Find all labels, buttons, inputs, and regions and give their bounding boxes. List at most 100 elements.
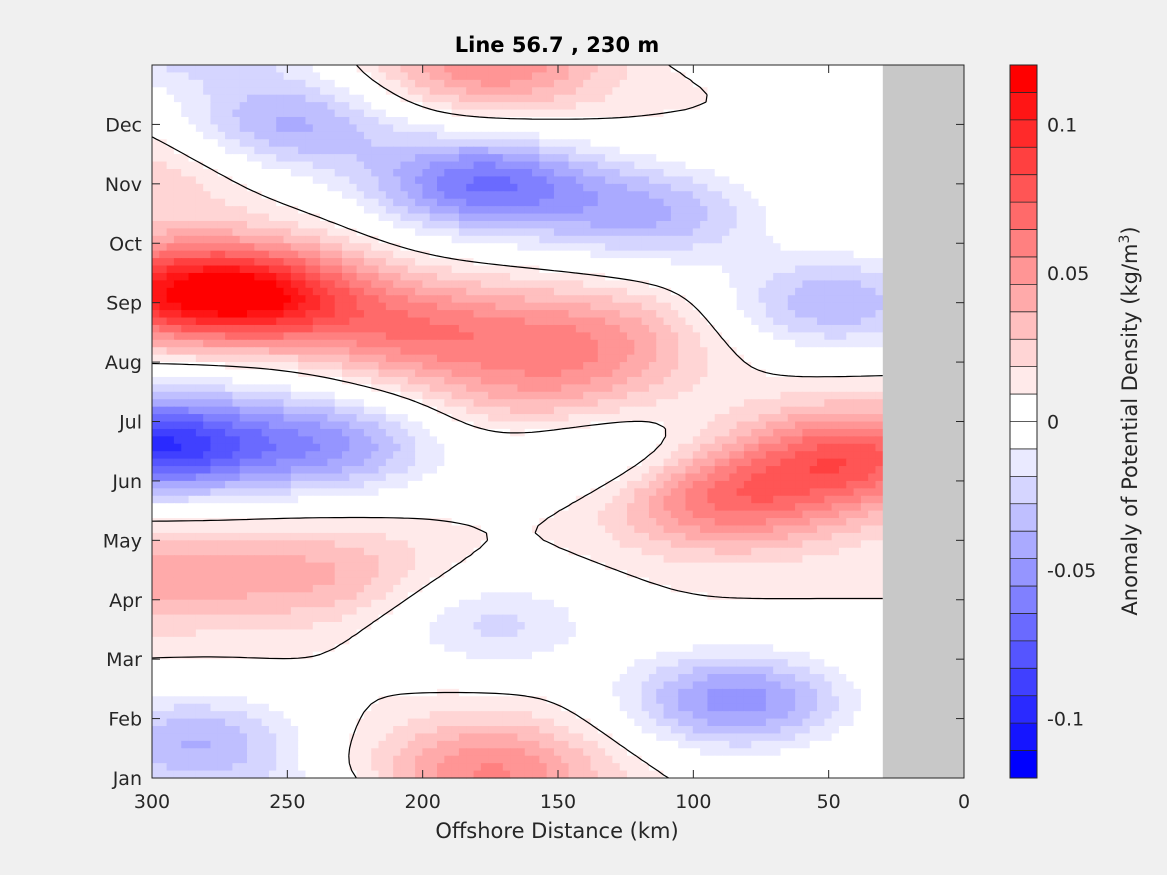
heatmap-cell: [700, 324, 709, 333]
heatmap-cell: [400, 146, 409, 155]
heatmap-cell: [773, 183, 782, 192]
heatmap-cell: [802, 376, 811, 385]
heatmap-cell: [627, 310, 635, 319]
heatmap-cell: [298, 206, 307, 215]
heatmap-cell: [692, 228, 701, 237]
heatmap-cell: [619, 131, 628, 140]
heatmap-cell: [283, 414, 292, 423]
heatmap-cell: [722, 376, 730, 385]
heatmap-cell: [159, 376, 168, 385]
heatmap-cell: [678, 206, 687, 215]
heatmap-cell: [283, 362, 292, 371]
heatmap-cell: [166, 198, 175, 207]
heatmap-cell: [802, 250, 811, 259]
heatmap-cell: [393, 146, 402, 155]
heatmap-cell: [305, 65, 314, 74]
heatmap-cell: [356, 421, 365, 430]
heatmap-cell: [203, 317, 212, 326]
heatmap-cell: [480, 310, 489, 319]
heatmap-cell: [868, 258, 877, 267]
heatmap-cell: [298, 124, 307, 133]
heatmap-cell: [590, 198, 599, 207]
heatmap-cell: [539, 109, 548, 118]
heatmap-cell: [305, 339, 314, 348]
heatmap-cell: [495, 139, 504, 148]
heatmap-cell: [627, 72, 635, 81]
heatmap-cell: [627, 354, 635, 363]
heatmap-cell: [875, 87, 884, 96]
heatmap-cell: [276, 399, 285, 408]
heatmap-cell: [276, 109, 285, 118]
heatmap-cell: [312, 272, 321, 281]
heatmap-cell: [181, 406, 190, 415]
heatmap-cell: [480, 228, 489, 237]
heatmap-cell: [393, 280, 402, 289]
heatmap-cell: [195, 347, 204, 356]
heatmap-cell: [422, 65, 431, 74]
heatmap-cell: [685, 317, 694, 326]
heatmap-cell: [605, 287, 614, 296]
heatmap-cell: [575, 250, 584, 259]
heatmap-cell: [678, 131, 687, 140]
heatmap-cell: [824, 362, 833, 371]
heatmap-cell: [678, 421, 687, 430]
heatmap-cell: [524, 139, 533, 148]
heatmap-cell: [700, 206, 709, 215]
heatmap-cell: [363, 287, 372, 296]
heatmap-cell: [429, 332, 438, 341]
heatmap-cell: [305, 280, 314, 289]
heatmap-cell: [276, 347, 285, 356]
heatmap-cell: [831, 213, 840, 222]
heatmap-cell: [268, 317, 277, 326]
heatmap-cell: [393, 406, 402, 415]
heatmap-cell: [349, 213, 358, 222]
heatmap-cell: [875, 220, 884, 229]
heatmap-cell: [758, 116, 767, 126]
heatmap-cell: [437, 265, 445, 274]
heatmap-cell: [597, 243, 606, 252]
heatmap-cell: [714, 102, 723, 111]
heatmap-cell: [802, 139, 811, 148]
heatmap-cell: [583, 406, 592, 415]
heatmap-cell: [444, 191, 453, 200]
heatmap-cell: [539, 116, 548, 126]
heatmap-cell: [283, 161, 292, 170]
heatmap-cell: [758, 72, 767, 81]
heatmap-cell: [393, 198, 402, 207]
heatmap-cell: [656, 79, 665, 88]
heatmap-cell: [685, 146, 694, 155]
heatmap-cell: [495, 428, 504, 437]
heatmap-cell: [743, 339, 752, 348]
heatmap-cell: [268, 161, 277, 170]
heatmap-cell: [612, 258, 621, 267]
heatmap-cell: [203, 347, 212, 356]
heatmap-cell: [656, 235, 665, 244]
heatmap-cell: [787, 213, 796, 222]
heatmap-cell: [656, 198, 665, 207]
heatmap-cell: [429, 102, 438, 111]
heatmap-cell: [217, 324, 226, 333]
heatmap-cell: [188, 339, 197, 348]
heatmap-cell: [817, 198, 825, 207]
heatmap-cell: [152, 168, 160, 178]
heatmap-cell: [605, 109, 614, 118]
heatmap-cell: [254, 347, 263, 356]
heatmap-cell: [743, 332, 752, 341]
heatmap-cell: [400, 324, 409, 333]
heatmap-cell: [466, 161, 475, 170]
heatmap-cell: [722, 399, 730, 408]
heatmap-cell: [743, 154, 752, 163]
heatmap-cell: [473, 79, 482, 88]
heatmap-cell: [334, 391, 343, 400]
heatmap-cell: [612, 354, 621, 363]
heatmap-cell: [210, 295, 219, 304]
heatmap-cell: [261, 228, 270, 237]
heatmap-cell: [860, 228, 869, 237]
heatmap-cell: [239, 324, 248, 333]
heatmap-cell: [619, 87, 628, 96]
heatmap-cell: [634, 280, 643, 289]
heatmap-cell: [846, 198, 855, 207]
heatmap-cell: [787, 109, 796, 118]
heatmap-cell: [385, 332, 394, 341]
heatmap-cell: [648, 146, 657, 155]
